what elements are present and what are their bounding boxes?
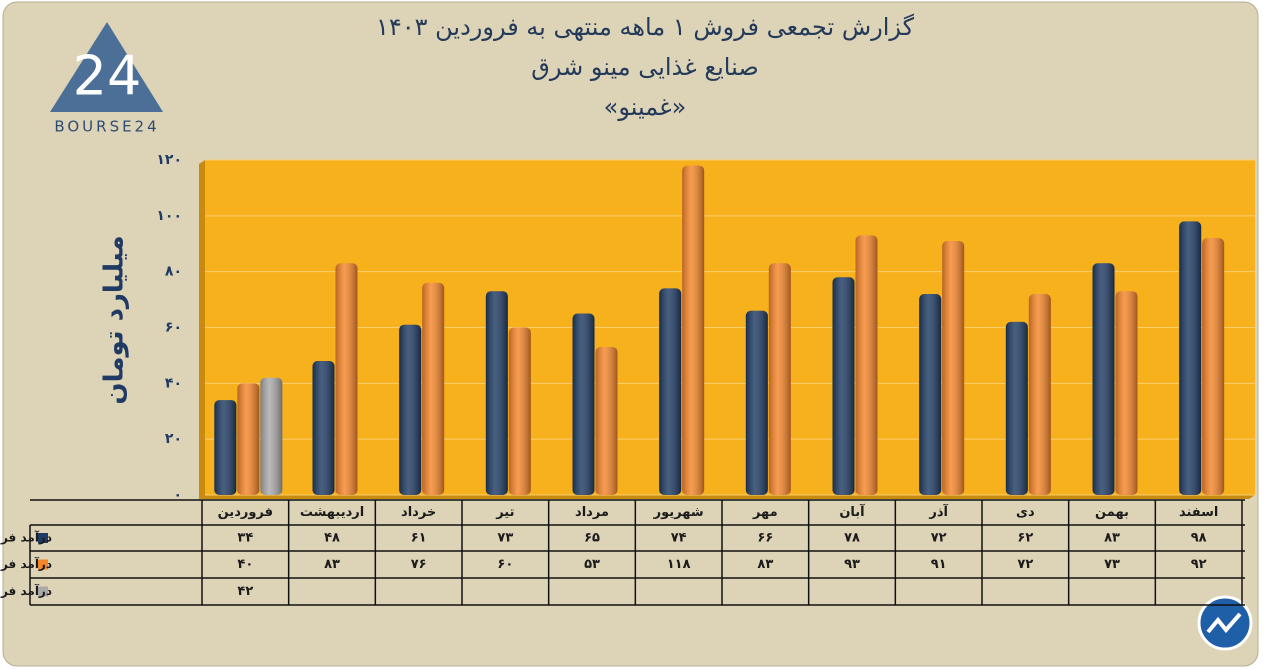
bar-shade bbox=[399, 324, 422, 495]
bar-shade bbox=[572, 313, 595, 495]
bar-shade bbox=[1092, 263, 1115, 495]
x-tick-label: اسفند bbox=[1179, 505, 1218, 520]
x-tick-label: اردیبهشت bbox=[300, 505, 364, 520]
data-label: ۴۸ bbox=[324, 531, 340, 546]
y-tick-label: ۱۲۰ bbox=[156, 152, 182, 168]
data-label: ۹۲ bbox=[1191, 557, 1207, 572]
bar-shade bbox=[1005, 321, 1028, 495]
data-label: ۵۳ bbox=[584, 557, 600, 572]
y-tick-label: ۰ bbox=[173, 487, 182, 503]
y-tick-label: ۱۰۰ bbox=[156, 208, 182, 224]
bar-shade bbox=[1202, 238, 1225, 495]
x-tick-label: آذر bbox=[928, 503, 948, 520]
data-label: ۹۳ bbox=[844, 557, 860, 572]
data-label: ۸۳ bbox=[1104, 531, 1120, 546]
bar-shade bbox=[768, 263, 791, 495]
x-tick-label: بهمن bbox=[1095, 505, 1129, 520]
logo-text: BOURSE24 bbox=[54, 118, 159, 136]
data-label: ۱۱۸ bbox=[667, 557, 691, 572]
bar-shade bbox=[485, 291, 508, 495]
bar-shade bbox=[1028, 294, 1051, 495]
data-label: ۶۶ bbox=[757, 531, 773, 546]
legend-swatch bbox=[38, 559, 48, 570]
chart-title: گزارش تجمعی فروش ۱ ماهه منتهی به فروردین… bbox=[376, 13, 915, 41]
data-label: ۴۲ bbox=[237, 584, 253, 599]
bar-shade bbox=[422, 282, 445, 495]
y-tick-label: ۸۰ bbox=[165, 264, 182, 280]
data-label: ۹۸ bbox=[1191, 531, 1207, 546]
data-label: ۸۳ bbox=[757, 557, 773, 572]
x-tick-label: تیر bbox=[495, 505, 514, 520]
x-tick-label: خرداد bbox=[401, 505, 436, 520]
y-tick-label: ۶۰ bbox=[165, 320, 182, 336]
data-label: ۸۳ bbox=[324, 557, 340, 572]
bar-shade bbox=[335, 263, 358, 495]
bar-shade bbox=[312, 361, 335, 495]
chart-subtitle: «غمینو» bbox=[604, 93, 687, 121]
data-label: ۷۲ bbox=[1017, 557, 1033, 572]
y-axis-label: میلیارد تومان bbox=[100, 235, 130, 404]
logo-mark: 24 bbox=[73, 45, 142, 108]
legend-swatch bbox=[38, 586, 48, 597]
data-label: ۶۵ bbox=[584, 531, 600, 546]
brand-icon-arrow bbox=[1206, 612, 1242, 634]
bar-shade bbox=[595, 347, 618, 495]
x-tick-label: فروردین bbox=[218, 505, 273, 520]
data-label: ۶۱ bbox=[411, 531, 427, 546]
legend-label: درآمد فروش سال ۱۴۰۳ bbox=[0, 583, 52, 599]
bar-shade bbox=[508, 327, 531, 495]
bar-shade bbox=[214, 400, 237, 495]
data-label: ۷۳ bbox=[1104, 557, 1120, 572]
bar-shade bbox=[855, 235, 878, 495]
y-tick-label: ۴۰ bbox=[165, 375, 182, 391]
x-tick-label: دی bbox=[1016, 505, 1035, 520]
legend-swatch bbox=[38, 533, 48, 543]
bar-shade bbox=[745, 310, 768, 495]
bar-shade bbox=[659, 288, 682, 495]
bar-shade bbox=[1179, 221, 1202, 495]
brand-icon bbox=[1197, 595, 1253, 651]
legend-label: درآمد فروش سال ۱۴۰۲ bbox=[0, 556, 52, 572]
bar-shade bbox=[682, 165, 705, 496]
x-tick-label: مهر bbox=[752, 505, 778, 520]
logo-triangle bbox=[50, 22, 163, 112]
data-label: ۴۰ bbox=[237, 557, 253, 572]
bar-shade bbox=[1115, 291, 1138, 495]
data-label: ۶۰ bbox=[497, 557, 513, 572]
data-label: ۷۶ bbox=[411, 557, 427, 572]
bar-shade bbox=[832, 277, 855, 495]
x-tick-label: مرداد bbox=[575, 505, 609, 520]
plot-side bbox=[199, 160, 205, 499]
data-label: ۶۲ bbox=[1017, 531, 1033, 546]
data-label: ۷۲ bbox=[931, 531, 947, 546]
bar-shade bbox=[919, 294, 942, 495]
data-label: ۳۴ bbox=[237, 531, 253, 546]
legend-label: درآمد فروش سال ۱۴۰۱ bbox=[0, 530, 52, 546]
x-tick-label: شهریور bbox=[653, 505, 704, 520]
data-label: ۷۴ bbox=[671, 531, 687, 546]
bar-shade bbox=[942, 240, 965, 495]
bar-shade bbox=[237, 383, 260, 495]
chart-subtitle: صنایع غذایی مینو شرق bbox=[531, 53, 758, 81]
plot-floor bbox=[199, 495, 1255, 499]
y-tick-label: ۲۰ bbox=[165, 431, 182, 447]
x-tick-label: آبان bbox=[839, 503, 865, 520]
data-label: ۷۸ bbox=[844, 531, 860, 546]
data-label: ۷۳ bbox=[497, 531, 513, 546]
bar-shade bbox=[260, 377, 283, 495]
data-label: ۹۱ bbox=[931, 557, 947, 572]
